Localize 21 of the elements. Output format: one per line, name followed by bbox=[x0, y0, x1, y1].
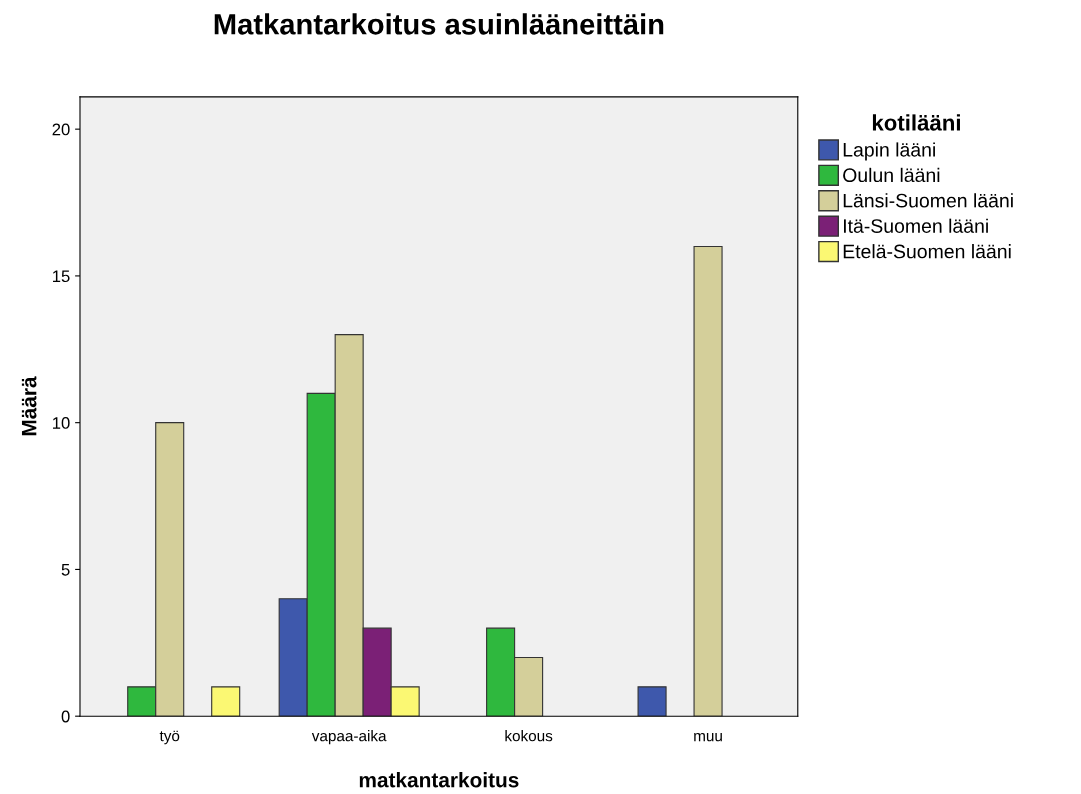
legend-title: kotilääni bbox=[872, 114, 960, 131]
x-tick-label: muu bbox=[694, 732, 722, 742]
bar bbox=[693, 246, 723, 717]
y-tick-label: 10 bbox=[53, 417, 70, 429]
legend-label: Oulun lääni bbox=[843, 167, 940, 183]
x-tick-label: vapaa-aika bbox=[311, 730, 387, 745]
bar bbox=[637, 686, 667, 717]
legend-label: Itä-Suomen lääni bbox=[844, 218, 988, 233]
legend-label: Lapin lääni bbox=[843, 142, 935, 161]
x-tick-label: kokous bbox=[505, 730, 553, 742]
y-tick-label: 5 bbox=[61, 564, 70, 576]
x-tick-label: työ bbox=[159, 730, 180, 745]
y-tick-label: 15 bbox=[53, 270, 70, 283]
legend-label: Etelä-Suomen lääni bbox=[843, 244, 1011, 259]
y-axis-title: Määrä bbox=[21, 376, 37, 436]
legend-label: Länsi-Suomen lääni bbox=[843, 193, 1013, 208]
y-tick-label: 0 bbox=[61, 710, 70, 723]
x-axis-title: matkantarkoitus bbox=[359, 772, 519, 788]
y-tick-label: 20 bbox=[52, 123, 70, 136]
chart-title: Matkantarkoitus asuinlääneittäin bbox=[214, 13, 664, 35]
bar bbox=[211, 686, 241, 717]
